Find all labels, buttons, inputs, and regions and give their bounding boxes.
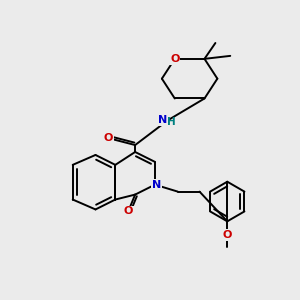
Text: O: O — [104, 133, 113, 143]
Text: O: O — [170, 54, 179, 64]
Text: N: N — [152, 180, 162, 190]
Text: N: N — [158, 115, 167, 125]
Text: H: H — [167, 117, 176, 127]
Text: O: O — [124, 206, 133, 216]
Text: O: O — [223, 230, 232, 240]
